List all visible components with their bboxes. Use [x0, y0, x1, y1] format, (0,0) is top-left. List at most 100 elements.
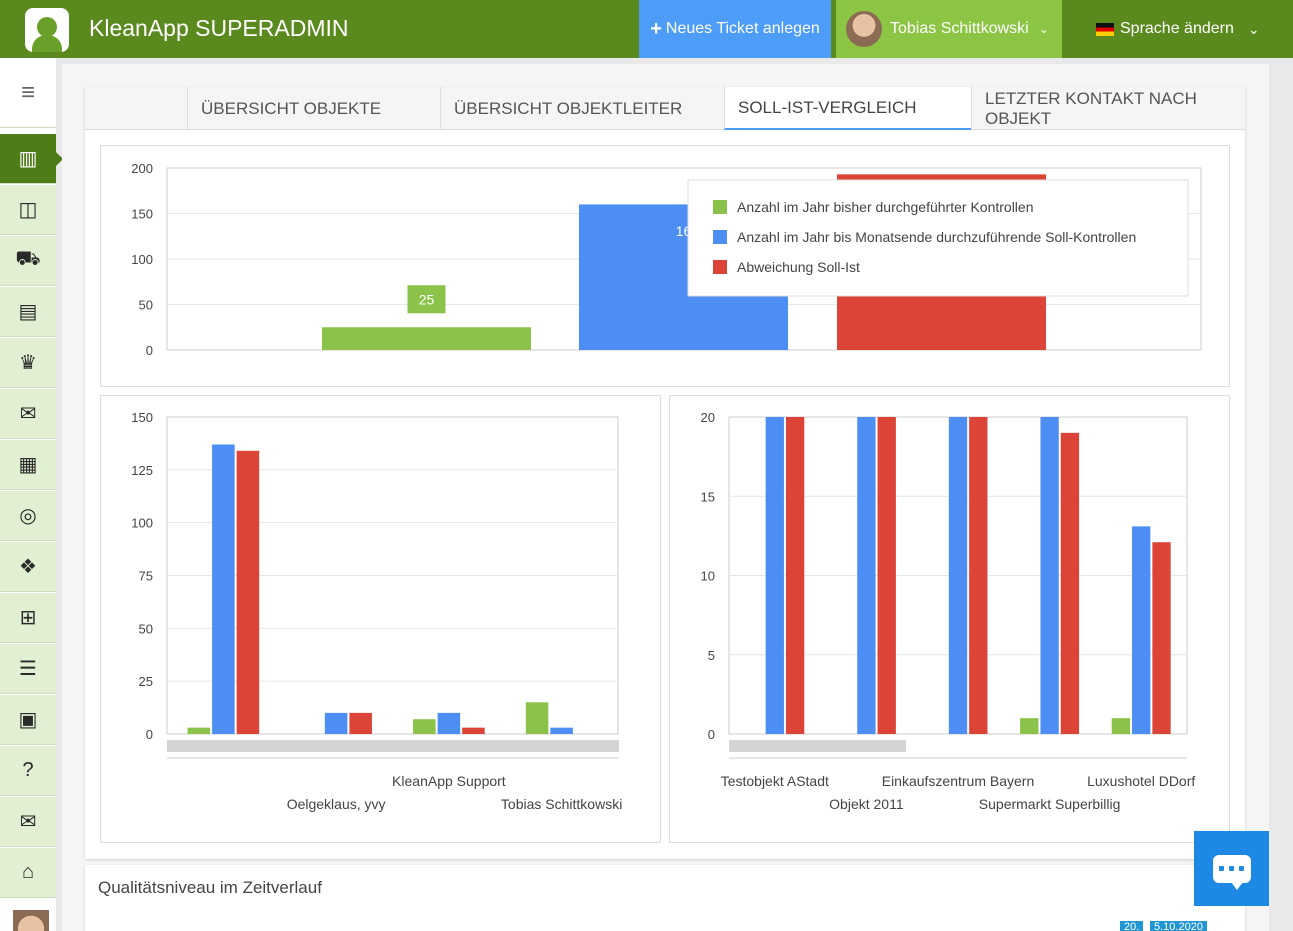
y-tick-label: 150 [131, 207, 153, 222]
chevron-down-icon: ⌄ [1038, 22, 1049, 36]
x-tick-label: KleanApp Support [392, 773, 506, 789]
chart-scrollbar[interactable] [729, 740, 906, 752]
sidebar-item-cubes[interactable]: ❖ [0, 542, 56, 592]
sidebar-item-statistics[interactable]: ▥ [0, 134, 63, 184]
car-icon: ⛟ [15, 248, 41, 270]
help-icon: ? [22, 759, 34, 781]
bar-series-2[interactable] [236, 450, 260, 734]
quality-title: Qualitätsniveau im Zeitverlauf [98, 878, 322, 897]
legend-label: Anzahl im Jahr bis Monatsende durchzufüh… [737, 229, 1136, 245]
bar-series-2[interactable] [1060, 432, 1080, 734]
home-icon: ⌂ [21, 861, 35, 883]
bar-series-2[interactable] [969, 417, 988, 734]
new-ticket-label: Neues Ticket anlegen [665, 20, 820, 37]
y-tick-label: 100 [131, 252, 153, 267]
calendar-plus-icon: ⊞ [19, 607, 37, 629]
statistics-icon: ▥ [18, 148, 38, 170]
bar-series-1[interactable] [324, 712, 348, 734]
sidebar-item-list[interactable]: ☰ [0, 644, 56, 694]
sidebar-item-menu[interactable]: ≡ [0, 58, 56, 128]
chevron-down-icon: ⌄ [1247, 20, 1260, 37]
sidebar-avatar[interactable] [13, 910, 49, 931]
list-icon: ☰ [19, 658, 37, 680]
date-range-end[interactable]: 5.10.2020 [1150, 921, 1207, 931]
y-tick-label: 0 [708, 727, 715, 742]
y-tick-label: 15 [701, 489, 715, 504]
y-tick-label: 20 [701, 410, 715, 425]
top-bar: KleanApp SUPERADMIN + Neues Ticket anleg… [0, 0, 1293, 58]
legend-label: Abweichung Soll-Ist [737, 259, 860, 275]
sidebar-item-basket[interactable]: ◫ [0, 185, 56, 235]
sidebar-item-building[interactable]: ▣ [0, 695, 56, 745]
x-tick-label: Supermarkt Superbillig [979, 796, 1121, 812]
sidebar-item-help[interactable]: ? [0, 746, 56, 796]
x-tick-label: Tobias Schittkowski [501, 796, 622, 812]
tab-uebersicht-objekte[interactable]: ÜBERSICHT OBJEKTE [187, 87, 441, 130]
sidebar-item-calendar[interactable]: ▦ [0, 440, 56, 490]
chart-panel-right: 0 5 10 15 20 Testobjekt AStadt Objekt 2011 Eink… [669, 395, 1230, 843]
bar-series-0[interactable] [187, 727, 211, 734]
german-flag-icon [1096, 22, 1114, 36]
basket-icon: ◫ [18, 199, 38, 221]
bar-series-2[interactable] [462, 727, 485, 734]
sidebar-item-graduation[interactable]: ♛ [0, 338, 56, 388]
bar-series-0[interactable] [525, 702, 549, 734]
x-tick-label: Objekt 2011 [829, 796, 904, 812]
bar-series-1[interactable] [765, 417, 784, 734]
legend-box [687, 179, 1189, 297]
bar-series-0[interactable] [1020, 718, 1039, 734]
y-tick-label: 125 [131, 463, 153, 478]
target-icon: ◎ [19, 505, 37, 527]
app-logo[interactable] [25, 8, 69, 52]
bar-series-1[interactable] [857, 417, 876, 734]
y-tick-label: 0 [146, 343, 153, 358]
bar-series-1[interactable] [948, 417, 968, 734]
x-tick-label: Luxushotel DDorf [1087, 773, 1195, 789]
language-menu[interactable]: Sprache ändern ⌄ [1064, 0, 1293, 58]
sidebar-item-target[interactable]: ◎ [0, 491, 56, 541]
bar-series-2[interactable] [349, 712, 372, 734]
data-label-box [407, 285, 446, 314]
chart-scrollbar[interactable] [167, 740, 619, 752]
chat-icon [1212, 854, 1251, 890]
x-tick-label: Testobjekt AStadt [721, 773, 829, 789]
legend-swatch [713, 230, 727, 244]
tab-soll-ist-vergleich[interactable]: SOLL-IST-VERGLEICH [724, 87, 971, 130]
bar-series-1[interactable] [212, 444, 235, 734]
bar-series-1[interactable] [437, 712, 461, 734]
sidebar-item-home[interactable]: ⌂ [0, 848, 56, 898]
bar-series-1[interactable] [550, 727, 573, 734]
bar-series-1[interactable] [1040, 417, 1059, 734]
bar-series-1[interactable] [1132, 526, 1151, 734]
new-ticket-button[interactable]: + Neues Ticket anlegen [639, 0, 831, 58]
y-tick-label: 50 [139, 298, 153, 313]
bar-series-0[interactable] [413, 719, 436, 734]
tab-letzter-kontakt[interactable]: LETZTER KONTAKT NACH OBJEKT [971, 87, 1245, 130]
legend-label: Anzahl im Jahr bisher durchgeführter Kon… [737, 199, 1034, 215]
bar-series-2[interactable] [1152, 542, 1171, 734]
chat-icon: ✉ [19, 403, 37, 425]
user-name: Tobias Schittkowski [890, 20, 1029, 37]
sidebar-item-chat[interactable]: ✉ [0, 389, 56, 439]
y-tick-label: 5 [708, 648, 715, 663]
bar-series-2[interactable] [877, 417, 896, 734]
sidebar-item-calendar-plus[interactable]: ⊞ [0, 593, 56, 643]
quality-card [85, 865, 1245, 931]
avatar [846, 11, 882, 47]
chat-button[interactable] [1194, 831, 1269, 906]
sidebar-item-mail[interactable]: ✉ [0, 797, 56, 847]
user-menu[interactable]: Tobias Schittkowski ⌄ [836, 0, 1062, 58]
sidebar-item-car[interactable]: ⛟ [0, 236, 56, 286]
tab-bar: ÜBERSICHT OBJEKTE ÜBERSICHT OBJEKTLEITER… [85, 87, 1245, 130]
chart-panel-top: 0 50 100 150 200 25 16 Anzahl im Jahr bisher du… [100, 145, 1230, 387]
sidebar-item-document[interactable]: ▤ [0, 287, 56, 337]
date-range-start[interactable]: 20. [1120, 921, 1144, 931]
tab-uebersicht-objektleiter[interactable]: ÜBERSICHT OBJEKTLEITER [440, 87, 724, 130]
mail-icon: ✉ [19, 811, 37, 833]
y-tick-label: 25 [139, 674, 153, 689]
bar-series-2[interactable] [785, 417, 805, 734]
bar-series-0[interactable] [1111, 718, 1131, 734]
bar-series-0[interactable] [322, 327, 531, 350]
plus-icon: + [650, 17, 662, 40]
